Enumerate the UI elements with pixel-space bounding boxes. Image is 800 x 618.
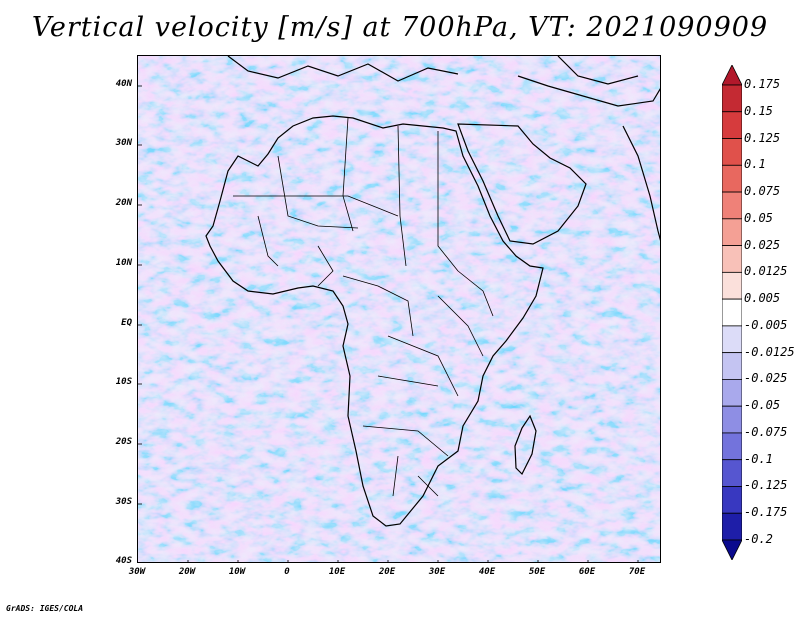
- colorbar-label: -0.005: [744, 317, 788, 332]
- lat-label-40s: 40S: [115, 556, 132, 566]
- colorbar-label: -0.05: [744, 398, 781, 413]
- lat-label-20n: 20N: [115, 198, 132, 208]
- lon-label-50e: 50E: [528, 567, 546, 577]
- colorbar-label: 0.15: [744, 103, 773, 118]
- colorbar-label: 0.025: [744, 237, 781, 252]
- colorbar-label: -0.2: [744, 532, 773, 546]
- colorbar-min-arrow: [722, 539, 742, 560]
- colorbar-label: -0.025: [744, 371, 788, 386]
- colorbar-label: 0.05: [744, 210, 773, 225]
- africa-coastline: [205, 115, 544, 527]
- colorbar-bin: [722, 191, 742, 220]
- arabia-coastline: [457, 123, 587, 245]
- colorbar-bin: [722, 271, 742, 300]
- colorbar-bin: [722, 486, 742, 514]
- colorbar-label: -0.1: [744, 451, 773, 466]
- colorbar-bin: [722, 218, 742, 246]
- lon-label-0: 0: [284, 567, 290, 577]
- coastlines: [205, 56, 660, 527]
- colorbar-label: 0.1: [744, 157, 766, 172]
- lat-label-30n: 30N: [115, 138, 132, 148]
- colorbar-bin: [722, 298, 742, 327]
- lon-label-10w: 10W: [228, 567, 246, 577]
- colorbar-bin: [722, 84, 742, 113]
- lon-label-20w: 20W: [178, 567, 196, 577]
- iran-coastline: [517, 56, 660, 107]
- colorbar-bin: [722, 111, 742, 139]
- colorbar-label: -0.125: [744, 478, 788, 493]
- colorbar-label: 0.125: [744, 130, 781, 145]
- lat-label-20s: 20S: [115, 437, 132, 447]
- lon-label-20e: 20E: [378, 567, 396, 577]
- madagascar-coastline: [514, 414, 537, 476]
- lon-label-30w: 30W: [128, 567, 146, 577]
- lon-label-10e: 10E: [328, 567, 346, 577]
- colorbar-bin: [722, 245, 742, 273]
- colorbar-max-arrow: [722, 65, 742, 86]
- colorbar-bin: [722, 432, 742, 461]
- lat-label-10s: 10S: [115, 377, 132, 387]
- lat-label-40n: 40N: [115, 79, 132, 89]
- colorbar-bin: [722, 164, 742, 193]
- europe-coastline: [227, 56, 459, 82]
- map-tick-marks: [138, 85, 639, 562]
- vertical-velocity-field: [138, 56, 660, 562]
- lon-label-30e: 30E: [428, 567, 446, 577]
- colorbar-bin: [722, 325, 742, 354]
- country-borders: [233, 117, 494, 497]
- colorbar-bin: [722, 512, 742, 541]
- lat-label-30s: 30S: [115, 497, 132, 507]
- colorbar-label: 0.175: [744, 77, 781, 91]
- colorbar-label: -0.175: [744, 505, 788, 520]
- colorbar-bin: [722, 138, 742, 166]
- lon-label-70e: 70E: [628, 567, 646, 577]
- india-coastline: [622, 125, 660, 241]
- colorbar-label: 0.005: [744, 291, 781, 306]
- lat-label-eq: EQ: [121, 318, 132, 328]
- chart-title: Vertical velocity [m/s] at 700hPa, VT: 2…: [31, 12, 769, 43]
- colorbar-bin: [722, 405, 742, 434]
- colorbar-label: 0.075: [744, 184, 781, 199]
- lat-label-10n: 10N: [115, 258, 132, 268]
- velocity-texture-overlay: [138, 56, 660, 562]
- colorbar-label: 0.0125: [744, 264, 788, 279]
- colorbar-label: -0.075: [744, 424, 788, 439]
- colorbar: [722, 65, 742, 560]
- lon-label-40e: 40E: [478, 567, 496, 577]
- colorbar-bin: [722, 352, 742, 380]
- colorbar-label: -0.0125: [744, 344, 795, 359]
- grads-credit: GrADS: IGES/COLA: [6, 604, 84, 613]
- colorbar-bin: [722, 459, 742, 487]
- map-panel[interactable]: [137, 55, 661, 563]
- lon-label-60e: 60E: [578, 567, 596, 577]
- colorbar-bin: [722, 379, 742, 407]
